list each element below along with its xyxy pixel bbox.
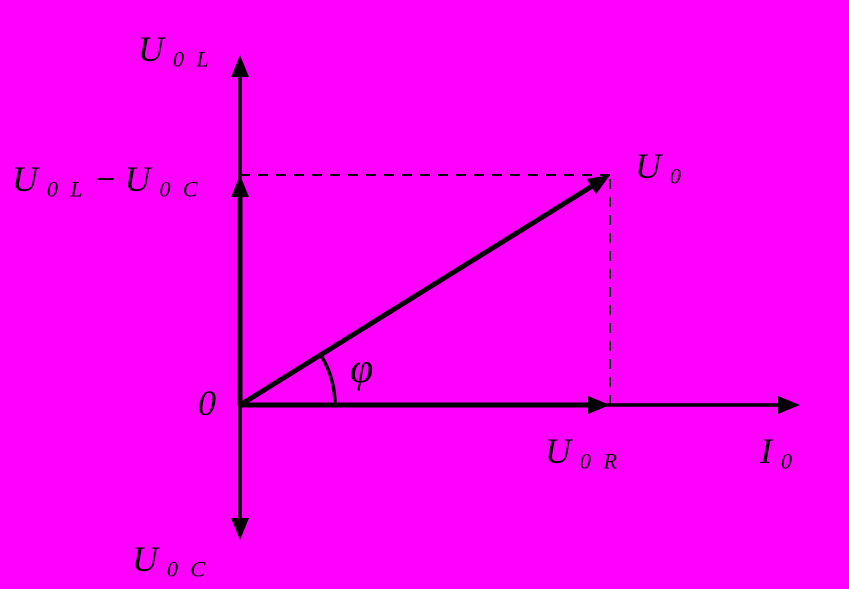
diagram-svg [0, 0, 849, 589]
label-U0: U 0 [635, 145, 684, 190]
label-U0R: U 0 R [545, 430, 620, 475]
label-U0L_U0C: U 0 L − U 0 C [12, 158, 201, 203]
label-U0L: U 0 L [138, 28, 212, 73]
label-I0: I 0 [760, 430, 795, 475]
label-origin0: 0 [198, 382, 216, 424]
label-phi: φ [350, 345, 373, 393]
phasor-diagram: U 0 L U 0 L − U 0 C U 0 0 U 0 R I 0 U 0 C φ [0, 0, 849, 589]
label-U0C: U 0 C [132, 538, 209, 583]
